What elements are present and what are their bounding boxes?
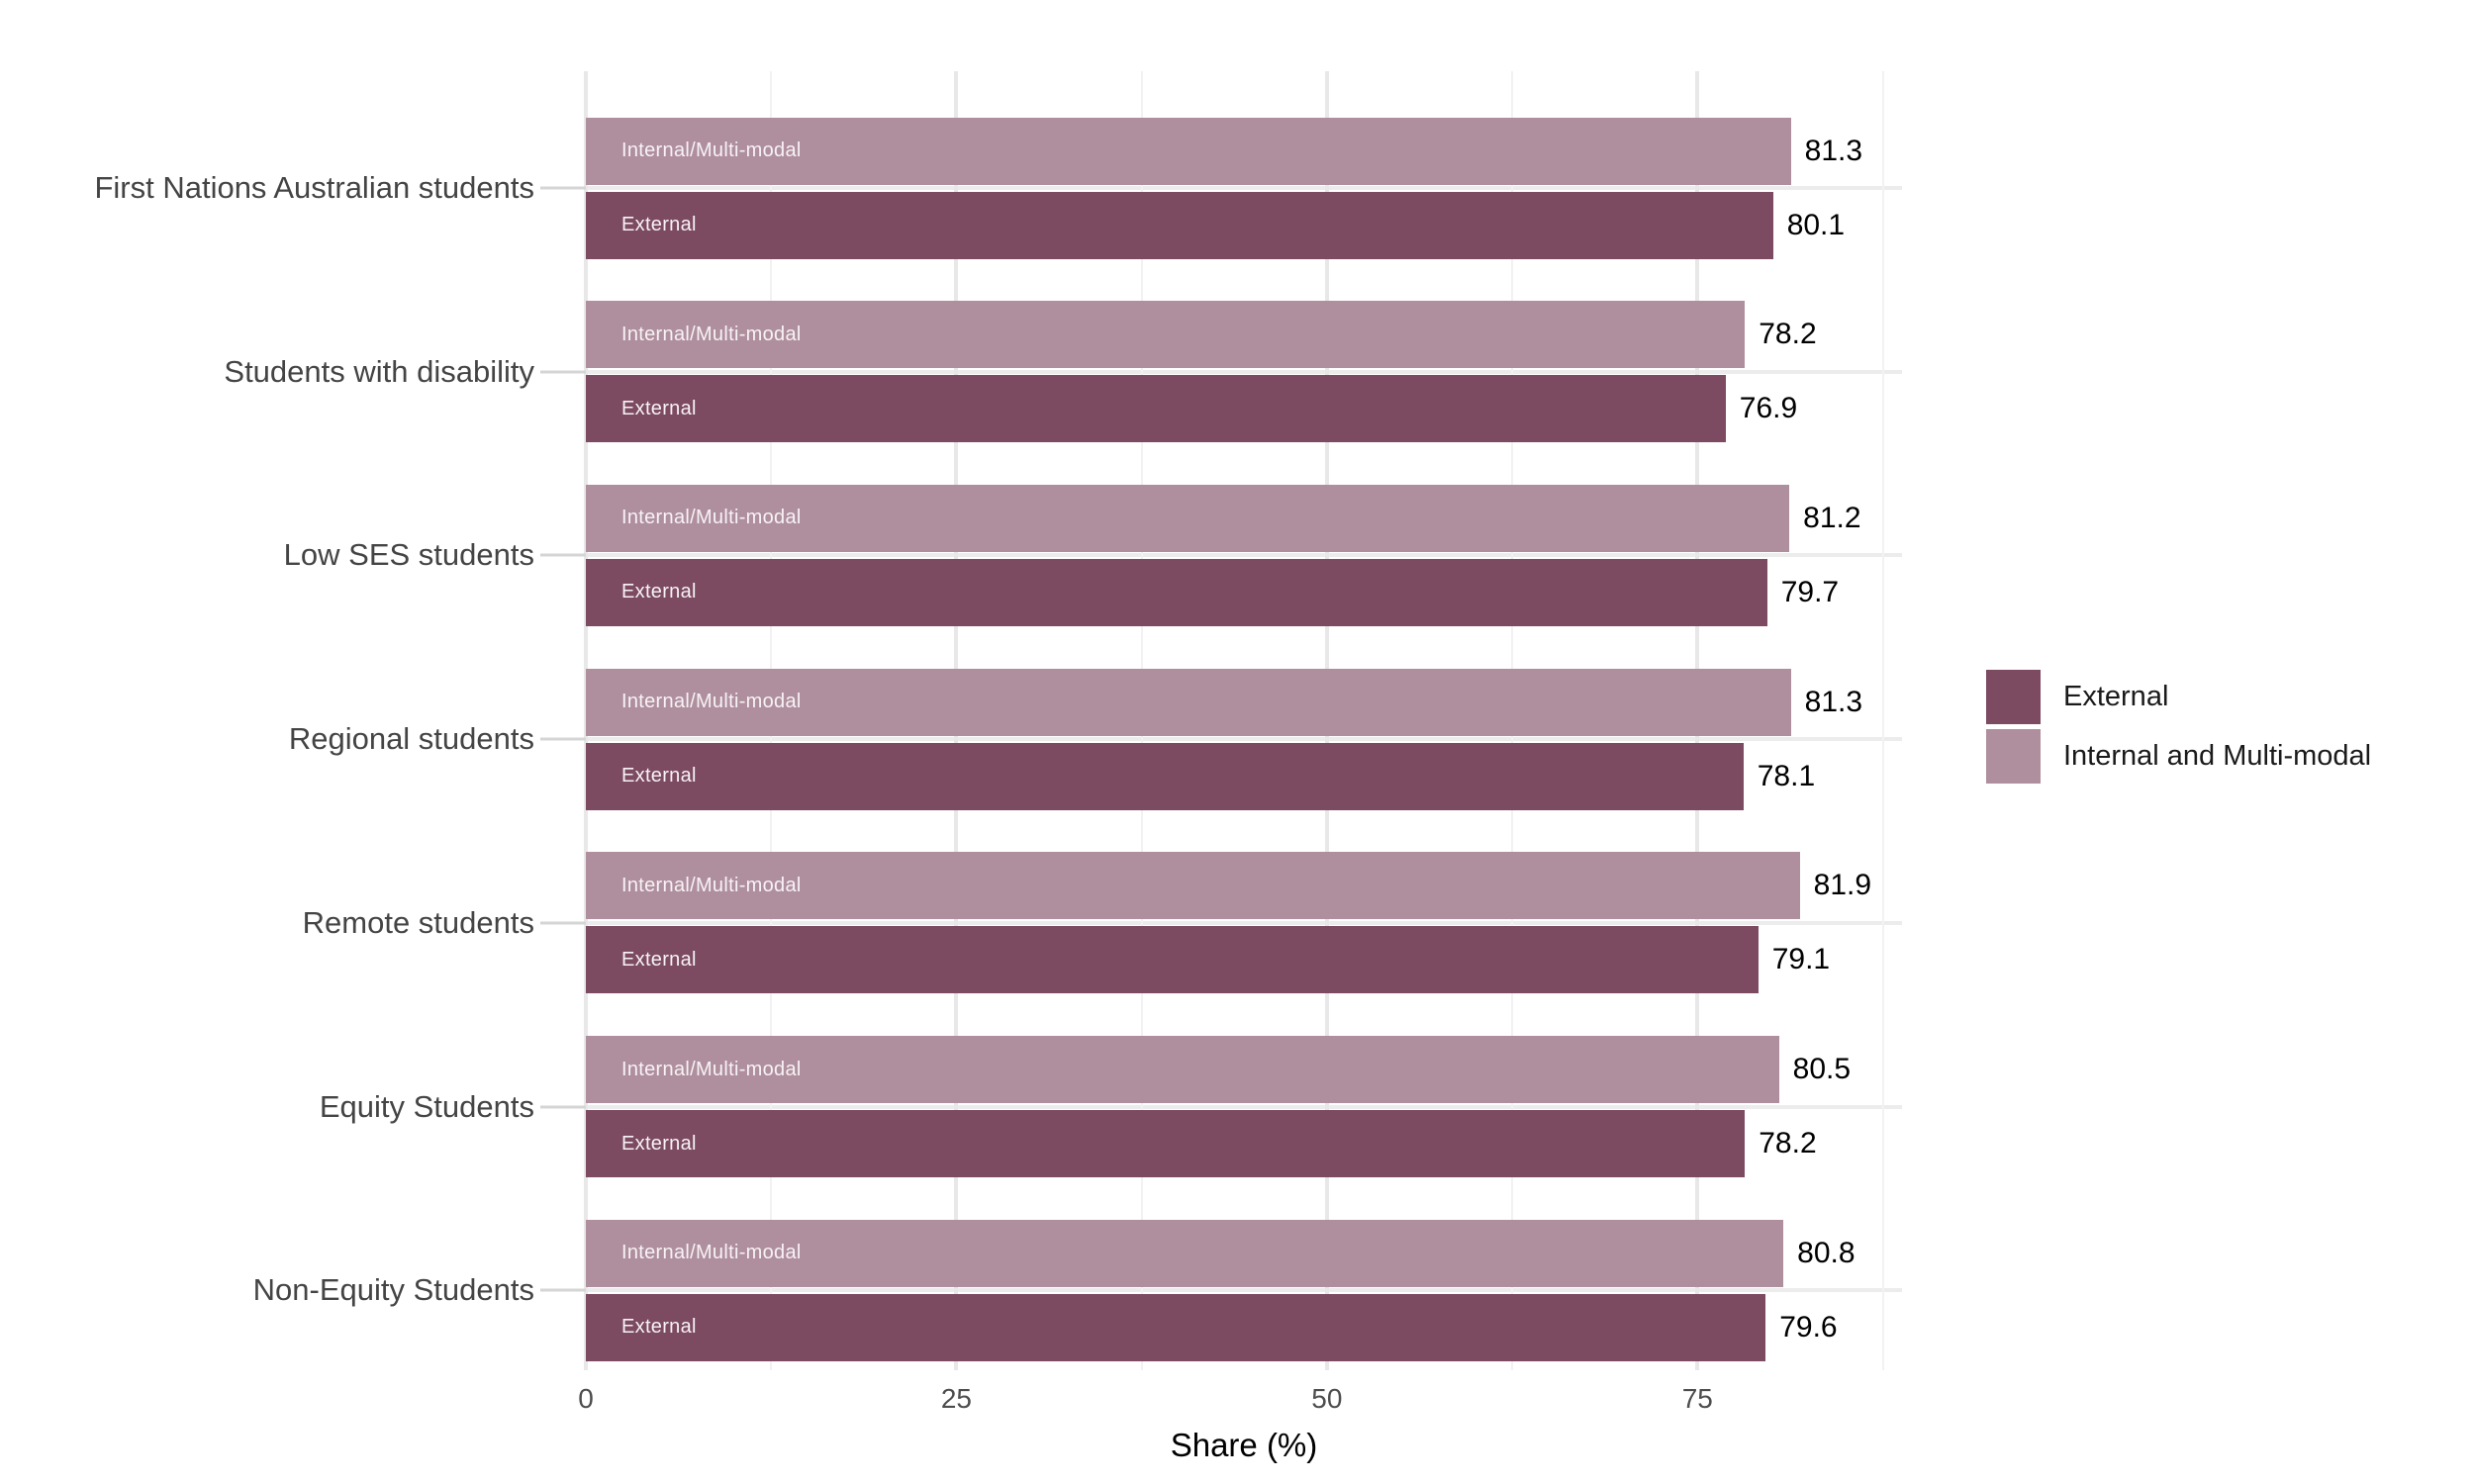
legend-swatch-external-icon (1986, 670, 2041, 724)
bar-internal-multimodal: Internal/Multi-modal (586, 117, 1791, 185)
bar-value-label: 79.6 (1779, 1310, 1838, 1344)
x-axis-title: Share (%) (1170, 1427, 1318, 1463)
legend-item-external: External (1986, 670, 2371, 724)
bar-internal-multimodal: Internal/Multi-modal (586, 1219, 1784, 1287)
bar-series-label: Internal/Multi-modal (621, 1242, 802, 1264)
x-minor-gridline (1881, 71, 1884, 1370)
bar-external: External (586, 191, 1773, 259)
bar-value-label: 80.8 (1797, 1236, 1856, 1269)
bar-series-label: External (621, 397, 697, 419)
bar-internal-multimodal: Internal/Multi-modal (586, 301, 1746, 369)
bar-value-label: 81.9 (1813, 869, 1872, 902)
category-label: Remote students (302, 904, 534, 940)
category-gridline (586, 1288, 1902, 1293)
bar-external: External (586, 1110, 1746, 1177)
bar-external: External (586, 742, 1744, 810)
x-tick-label: 25 (940, 1383, 972, 1414)
category-tick (540, 1105, 586, 1108)
bar-series-label: Internal/Multi-modal (621, 874, 802, 896)
bar-series-label: External (621, 581, 697, 603)
bar-value-label: 76.9 (1739, 392, 1798, 425)
bar-series-label: External (621, 1132, 697, 1155)
category-tick (540, 1288, 586, 1292)
category-gridline (586, 369, 1902, 374)
category-tick (540, 370, 586, 374)
bar-internal-multimodal: Internal/Multi-modal (586, 484, 1790, 552)
category-tick (540, 921, 586, 925)
category-label: Equity Students (319, 1088, 534, 1124)
category-tick (540, 737, 586, 741)
legend-label: External (2063, 681, 2169, 712)
legend-label: Internal and Multi-modal (2063, 740, 2372, 772)
bar-external: External (586, 558, 1767, 626)
category-label: Low SES students (283, 537, 534, 573)
bar-series-label: Internal/Multi-modal (621, 691, 802, 713)
bar-value-label: 78.1 (1757, 759, 1816, 792)
bar-external: External (586, 926, 1759, 994)
bar-series-label: Internal/Multi-modal (621, 139, 802, 161)
bar-series-label: External (621, 1316, 697, 1339)
bar-value-label: 81.2 (1803, 501, 1861, 534)
x-tick-label: 0 (578, 1383, 594, 1414)
x-tick-label: 75 (1681, 1383, 1713, 1414)
bar-value-label: 78.2 (1759, 1127, 1817, 1159)
category-label: Regional students (288, 721, 534, 757)
category-label: Non-Equity Students (252, 1272, 534, 1308)
x-tick-label: 50 (1311, 1383, 1343, 1414)
plot-panel: Internal/Multi-modal 81.3 External 80.1 Inte… (584, 71, 1902, 1370)
bar-internal-multimodal: Internal/Multi-modal (586, 668, 1791, 736)
legend-item-internal-multimodal: Internal and Multi-modal (1986, 729, 2371, 784)
category-gridline (586, 737, 1902, 742)
bar-series-label: Internal/Multi-modal (621, 1058, 802, 1080)
bar-external: External (586, 375, 1726, 443)
bar-internal-multimodal: Internal/Multi-modal (586, 1036, 1779, 1103)
bar-series-label: External (621, 214, 697, 235)
category-tick (540, 186, 586, 190)
bar-series-label: External (621, 765, 697, 788)
category-label: First Nations Australian students (94, 170, 534, 205)
bar-series-label: External (621, 948, 697, 971)
bar-value-label: 79.1 (1771, 943, 1831, 976)
legend: External Internal and Multi-modal (1986, 670, 2371, 788)
bar-external: External (586, 1293, 1766, 1361)
category-gridline (586, 186, 1902, 190)
bar-value-label: 81.3 (1804, 134, 1863, 167)
bar-value-label: 78.2 (1759, 318, 1817, 351)
bar-value-label: 80.5 (1792, 1053, 1852, 1085)
category-gridline (586, 1104, 1902, 1109)
bar-value-label: 80.1 (1786, 208, 1846, 241)
category-gridline (586, 920, 1902, 925)
category-gridline (586, 553, 1902, 558)
bar-series-label: Internal/Multi-modal (621, 507, 802, 529)
bar-internal-multimodal: Internal/Multi-modal (586, 852, 1800, 920)
bar-series-label: Internal/Multi-modal (621, 323, 802, 345)
bar-value-label: 81.3 (1804, 685, 1863, 718)
category-tick (540, 553, 586, 557)
legend-swatch-internal-multimodal-icon (1986, 729, 2041, 784)
bar-value-label: 79.7 (1780, 575, 1840, 608)
category-label: Students with disability (224, 353, 534, 389)
